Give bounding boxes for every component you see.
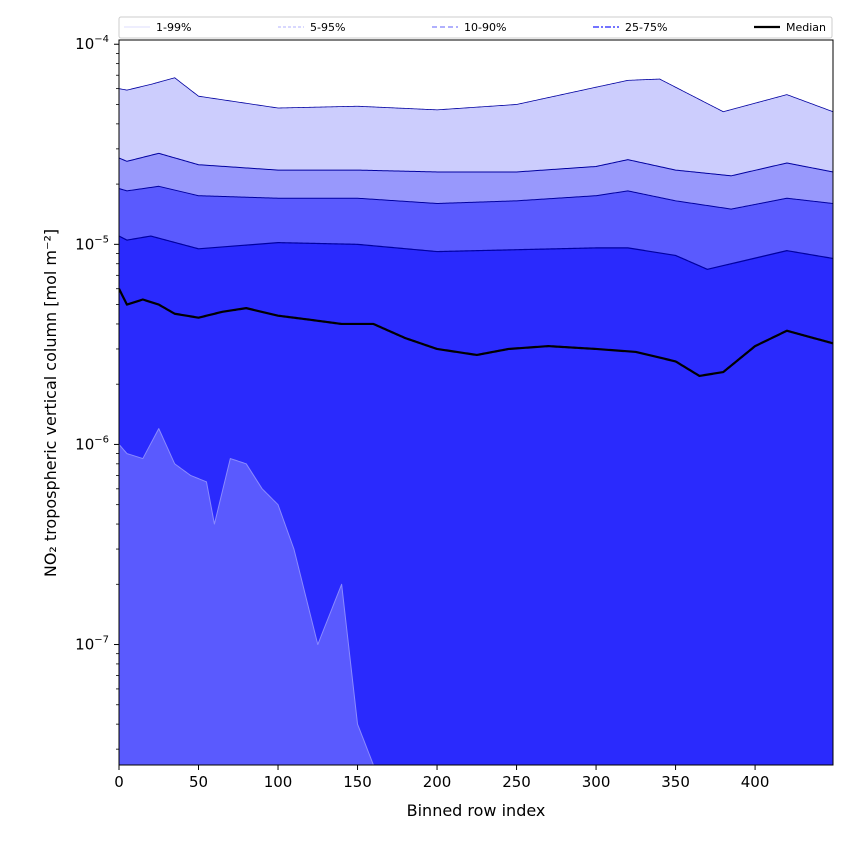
x-tick-label: 250 [502, 773, 531, 791]
y-tick-label: 10−5 [75, 234, 109, 253]
x-tick-label: 100 [264, 773, 293, 791]
x-tick-label: 200 [423, 773, 452, 791]
y-tick-label: 10−6 [75, 434, 109, 453]
legend-label: 1-99% [156, 21, 191, 34]
y-tick-label: 10−7 [75, 635, 109, 654]
legend: 1-99% 5-95% 10-90% 25-75% Median [118, 16, 833, 39]
plot-area [119, 77, 833, 765]
line-1 [119, 428, 833, 765]
legend-label: 25-75% [625, 21, 667, 34]
x-tick-label: 300 [582, 773, 611, 791]
x-tick-label: 400 [741, 773, 770, 791]
x-tick-label: 50 [189, 773, 208, 791]
median-line [119, 288, 833, 378]
x-tick-label: 150 [343, 773, 372, 791]
plot-frame [118, 39, 834, 766]
plot-clip-group [119, 77, 833, 765]
axes: 0 50 100 150 200 250 300 350 400 10−7 10−6 10−5 10−4 [75, 34, 834, 791]
x-tick-label: 350 [661, 773, 690, 791]
x-axis-title: Binned row index [407, 801, 546, 820]
legend-box [118, 16, 833, 39]
legend-label: 10-90% [464, 21, 506, 34]
line-90 [119, 185, 833, 210]
band-1 [119, 428, 833, 765]
legend-label: 5-95% [310, 21, 345, 34]
line-75 [119, 235, 833, 270]
y-tick-label: 10−4 [75, 34, 109, 53]
y-axis-title: NO₂ tropospheric vertical column [mol m⁻… [41, 229, 60, 577]
line-95 [119, 152, 833, 177]
x-tick-label: 0 [114, 773, 124, 791]
line-99 [119, 77, 833, 113]
legend-label: Median [786, 21, 826, 34]
